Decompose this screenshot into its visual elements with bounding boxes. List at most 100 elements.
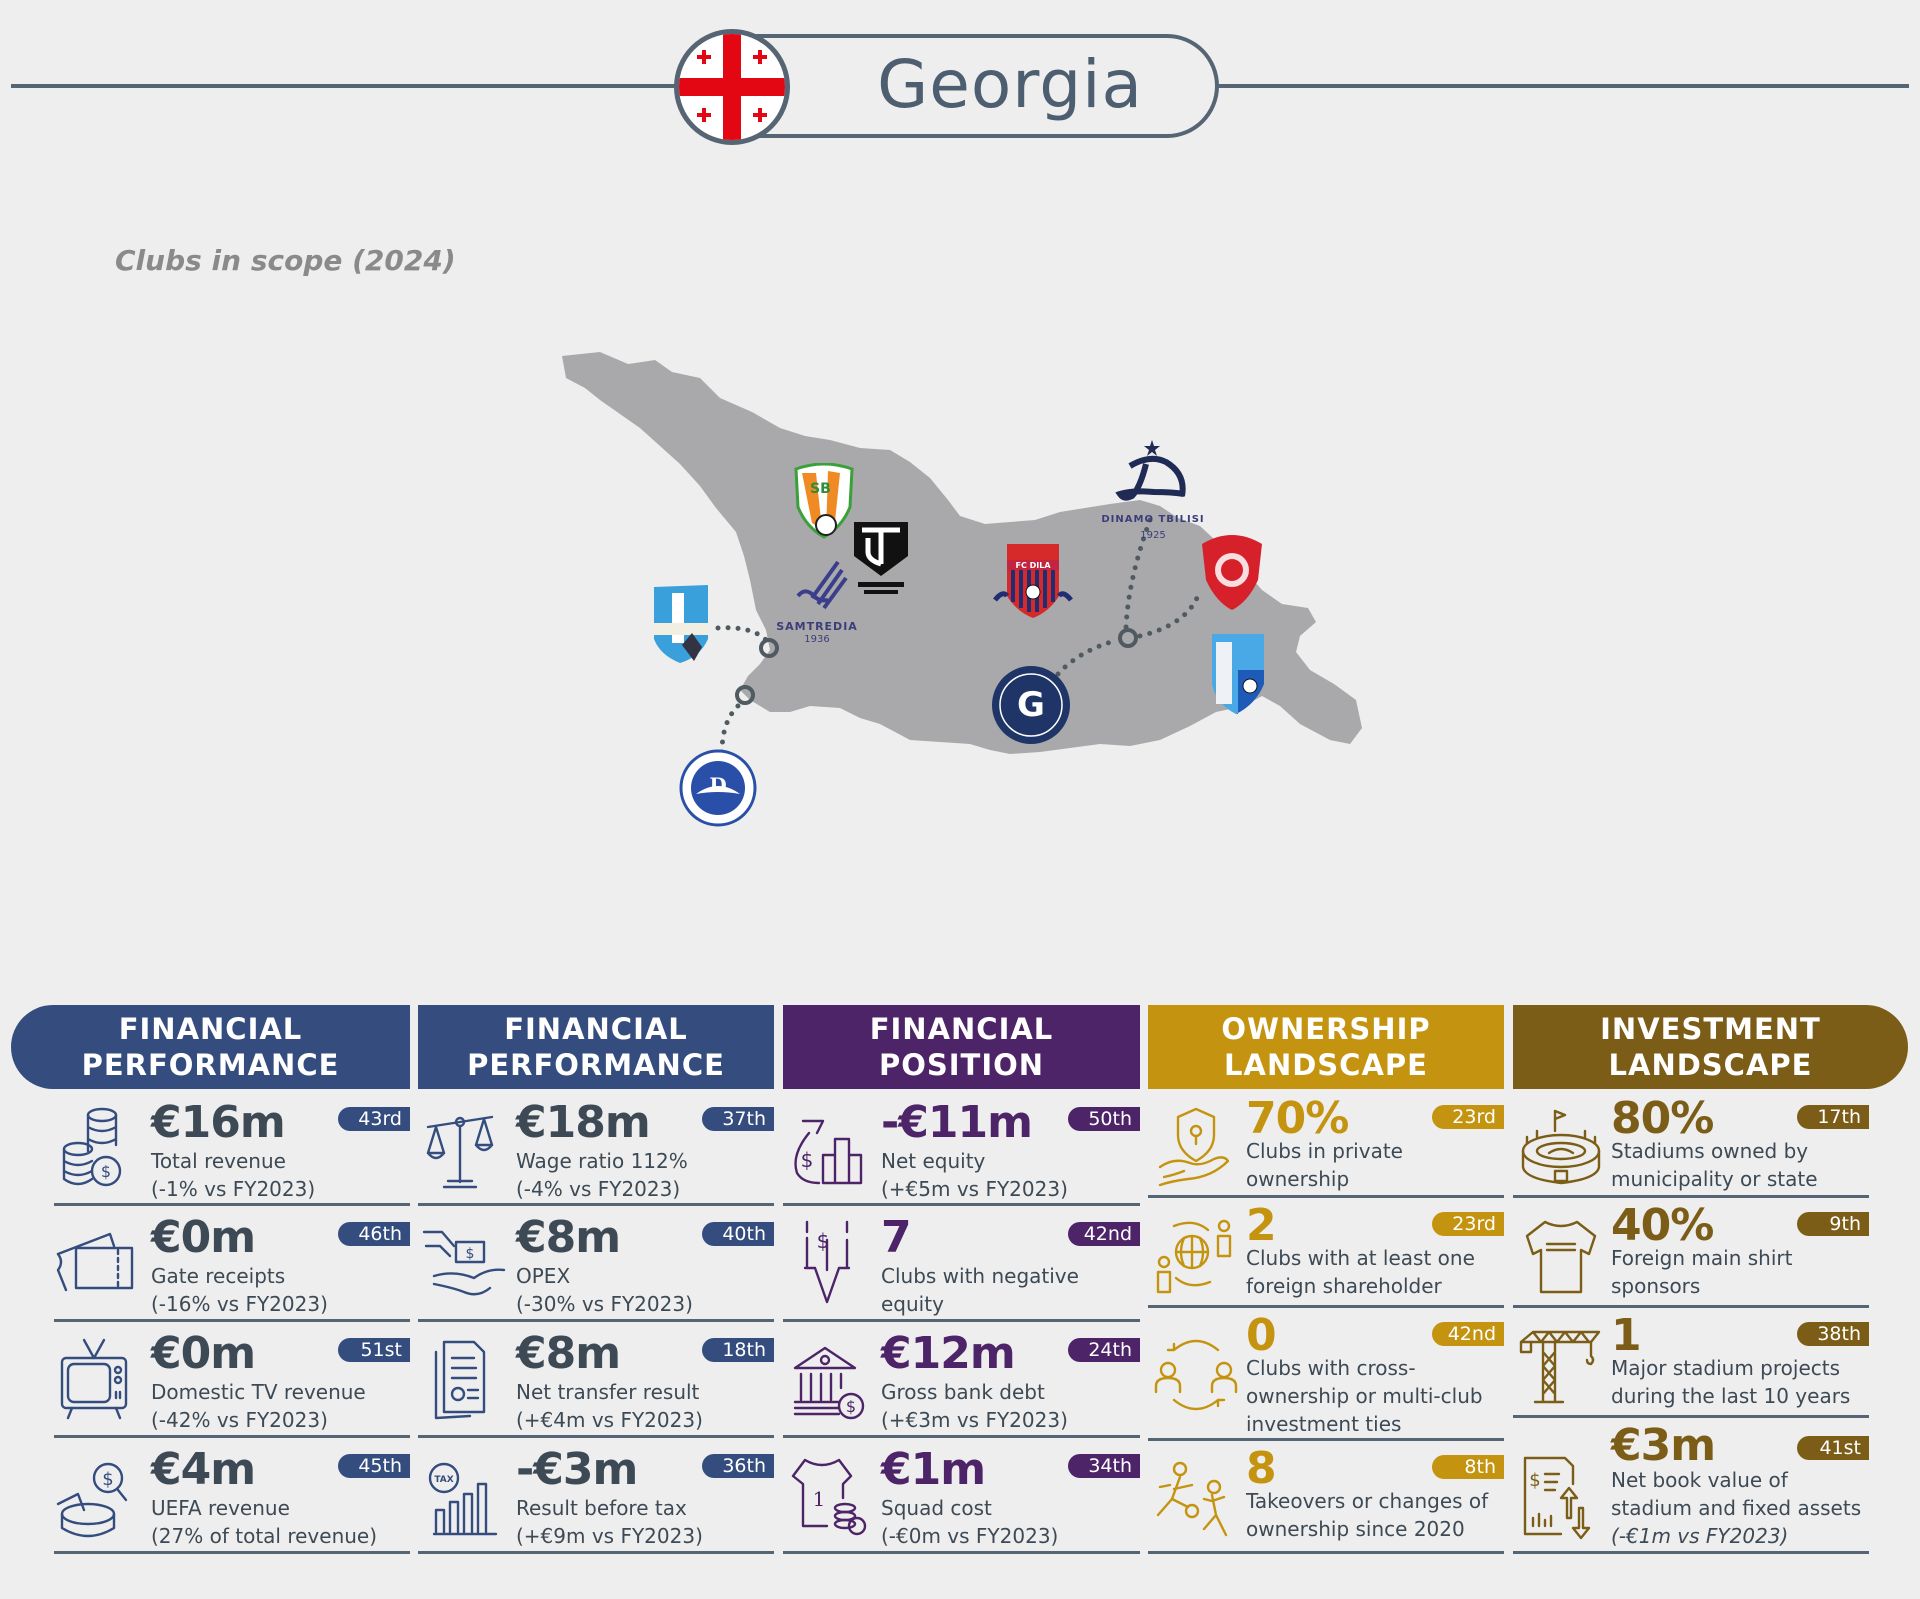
- rank-badge: 45th: [338, 1454, 410, 1478]
- shirt-icon: [1523, 1216, 1599, 1296]
- kpi-label: Foreign main shirt sponsors: [1611, 1246, 1793, 1298]
- svg-text:TAX: TAX: [434, 1475, 453, 1485]
- document-icon: [432, 1338, 496, 1424]
- kpi-label: Net equity (+€5m vs FY2023): [881, 1149, 1068, 1201]
- kpi-value: 8: [1246, 1443, 1277, 1494]
- club-logo-telavi: [1210, 632, 1266, 716]
- svg-text:FC DILA: FC DILA: [1015, 561, 1051, 570]
- kpi-total-revenue: $ €16m 43rd Total revenue (-1% vs FY2023): [54, 1095, 410, 1206]
- header-financial-performance-1: FINANCIAL PERFORMANCE: [11, 1005, 410, 1089]
- shirt-coins-icon: 1: [789, 1456, 869, 1536]
- rank-badge: 42nd: [1068, 1222, 1140, 1246]
- bank-icon: $: [791, 1342, 867, 1422]
- rank-badge: 50th: [1068, 1107, 1140, 1131]
- kpi-label: Net book value of stadium and fixed asset…: [1611, 1468, 1862, 1548]
- svg-text:$: $: [846, 1397, 856, 1416]
- dinamo-tbilisi-caption: DINAMO TBILISI: [1101, 514, 1205, 525]
- rank-badge: 41st: [1797, 1436, 1869, 1460]
- asset-document-icon: $: [1521, 1454, 1601, 1540]
- kpi-value: €1m: [881, 1444, 986, 1495]
- kpi-label: UEFA revenue (27% of total revenue): [151, 1496, 378, 1548]
- kpi-label: Net transfer result (+€4m vs FY2023): [516, 1380, 703, 1432]
- svg-text:1: 1: [813, 1487, 826, 1511]
- svg-text:SB: SB: [810, 481, 831, 497]
- kpi-value: €0m: [151, 1328, 256, 1379]
- club-logo-dinamo-batumi: D: [678, 748, 758, 828]
- kpi-label: Stadiums owned by municipality or state: [1611, 1139, 1818, 1191]
- television-icon: [58, 1336, 130, 1420]
- georgia-flag-icon: [674, 29, 790, 145]
- kpi-label: Clubs with at least one foreign sharehold…: [1246, 1246, 1475, 1298]
- rank-badge: 43rd: [338, 1107, 410, 1131]
- svg-text:$: $: [102, 1469, 113, 1490]
- rank-badge: 42nd: [1432, 1322, 1504, 1346]
- kpi-label: Clubs with cross-ownership or multi-club…: [1246, 1356, 1483, 1436]
- kpi-label: Clubs in private ownership: [1246, 1139, 1403, 1191]
- samtredia-caption: SAMTREDIA: [776, 620, 858, 633]
- kpi-value: -€11m: [881, 1097, 1033, 1148]
- club-logo-gagra: G: [990, 664, 1072, 746]
- rank-badge: 40th: [702, 1222, 774, 1246]
- kpi-private-ownership: 70% 23rd Clubs in private ownership: [1148, 1095, 1504, 1198]
- kpi-label: Result before tax (+€9m vs FY2023): [516, 1496, 703, 1548]
- tickets-icon: [54, 1224, 140, 1294]
- svg-text:$: $: [101, 1162, 111, 1181]
- rank-badge: 24th: [1068, 1338, 1140, 1362]
- header-financial-performance-2: FINANCIAL PERFORMANCE: [418, 1005, 774, 1089]
- title-pill: [732, 34, 1219, 138]
- club-logo-dila: FC DILA: [993, 540, 1073, 620]
- kpi-value: €12m: [881, 1328, 1016, 1379]
- kpi-value: 70%: [1246, 1093, 1349, 1144]
- globe-people-icon: [1154, 1216, 1238, 1296]
- kpi-label: Wage ratio 112% (-4% vs FY2023): [516, 1149, 688, 1201]
- header-ownership-landscape: OWNERSHIP LANDSCAPE: [1148, 1005, 1504, 1089]
- header-financial-position: FINANCIAL POSITION: [783, 1005, 1140, 1089]
- kpi-gate-receipts: €0m 46th Gate receipts (-16% vs FY2023): [54, 1210, 410, 1322]
- club-logo-samgurali: SB: [792, 462, 856, 539]
- kpi-value: 0: [1246, 1310, 1277, 1361]
- kpi-label: OPEX (-30% vs FY2023): [516, 1264, 693, 1316]
- kpi-wage-ratio: €18m 37th Wage ratio 112% (-4% vs FY2023): [418, 1095, 774, 1206]
- kpi-takeovers: 8 8th Takeovers or changes of ownership s…: [1148, 1445, 1504, 1554]
- kpi-value: 80%: [1611, 1093, 1714, 1144]
- svg-text:$: $: [817, 1229, 830, 1253]
- rank-badge: 46th: [338, 1222, 410, 1246]
- kpi-uefa-revenue: $ €4m 45th UEFA revenue (27% of total rev…: [54, 1442, 410, 1554]
- kpi-stadiums-owned-by-state: 80% 17th Stadiums owned by municipality o…: [1513, 1095, 1869, 1198]
- kpi-clubs-negative-equity: $ 7 42nd Clubs with negative equity: [783, 1210, 1140, 1322]
- kpi-value: 1: [1611, 1310, 1642, 1361]
- page-title: Georgia: [877, 46, 1143, 123]
- club-logo-dinamo-tbilisi: [1110, 440, 1194, 512]
- people-exchange-icon: [1154, 1332, 1238, 1418]
- scales-icon: [424, 1109, 496, 1191]
- kpi-label: Clubs with negative equity: [881, 1264, 1079, 1316]
- kpi-value: 7: [881, 1212, 912, 1263]
- uefa-revenue-icon: $: [54, 1454, 138, 1538]
- svg-text:$: $: [466, 1246, 475, 1262]
- rank-badge: 23rd: [1432, 1212, 1504, 1236]
- hand-money-icon: $: [420, 1222, 508, 1306]
- rank-badge: 23rd: [1432, 1105, 1504, 1129]
- kpi-value: 2: [1246, 1200, 1277, 1251]
- kpi-label: Total revenue (-1% vs FY2023): [151, 1149, 316, 1201]
- kpi-label: Domestic TV revenue (-42% vs FY2023): [151, 1380, 366, 1432]
- down-arrow-dollar-icon: $: [801, 1218, 861, 1310]
- kpi-net-book-value: $ €3m 41st Net book value of stadium and …: [1513, 1422, 1869, 1554]
- kpi-stadium-projects: 1 38th Major stadium projects during the …: [1513, 1312, 1869, 1418]
- shield-hand-icon: [1156, 1105, 1234, 1191]
- rank-badge: 9th: [1797, 1212, 1869, 1236]
- kpi-domestic-tv-revenue: €0m 51st Domestic TV revenue (-42% vs FY2…: [54, 1326, 410, 1438]
- kpi-label: Gate receipts (-16% vs FY2023): [151, 1264, 328, 1316]
- club-logo-shukura: [652, 583, 710, 665]
- header-investment-landscape: INVESTMENT LANDSCAPE: [1513, 1005, 1908, 1089]
- club-logo-saburtalo: [1196, 530, 1268, 612]
- svg-text:$: $: [801, 1148, 814, 1172]
- clubs-in-scope-label: Clubs in scope (2024): [115, 244, 456, 277]
- kpi-cross-ownership: 0 42nd Clubs with cross-ownership or mul…: [1148, 1312, 1504, 1441]
- rank-badge: 17th: [1797, 1105, 1869, 1129]
- rank-badge: 38th: [1797, 1322, 1869, 1346]
- kpi-label: Takeovers or changes of ownership since 2…: [1246, 1489, 1489, 1541]
- svg-text:$: $: [1529, 1470, 1540, 1491]
- kpi-value: 40%: [1611, 1200, 1714, 1251]
- kpi-value: €3m: [1611, 1420, 1716, 1471]
